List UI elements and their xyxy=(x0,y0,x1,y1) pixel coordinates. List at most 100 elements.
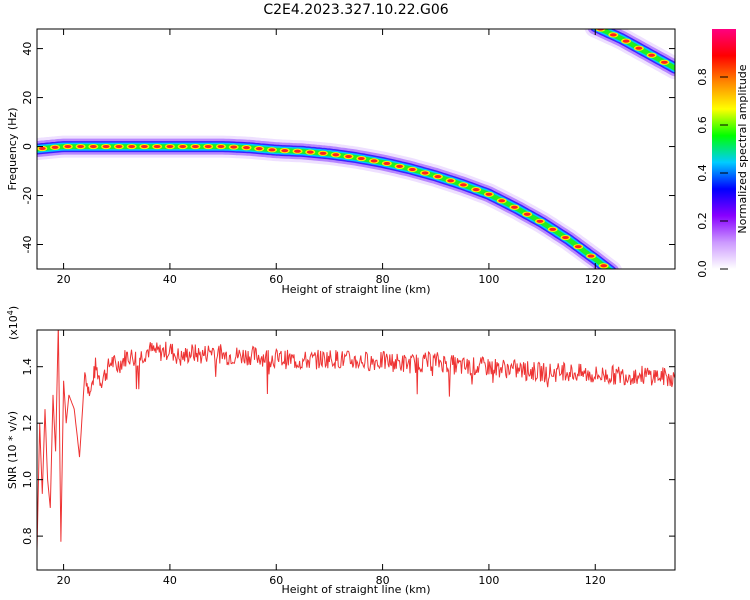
ridge-hotspot xyxy=(485,192,493,196)
ridge-hotspot xyxy=(357,156,365,161)
ridge-hotspot xyxy=(64,144,72,149)
ridge-hotspot xyxy=(166,144,174,149)
x-tick-label: 40 xyxy=(163,574,177,587)
ridge-hotspot xyxy=(622,39,630,43)
ridge-hotspot xyxy=(383,161,391,166)
colorbar-tick-label: 0.2 xyxy=(696,212,709,230)
ridge-hotspot xyxy=(243,146,250,150)
snr-y-ticks: 0.8 1.0 1.2 1.4 xyxy=(21,358,675,545)
ridge-hotspot xyxy=(281,149,289,153)
y-tick-label: 1.0 xyxy=(21,471,34,489)
x-tick-label: 120 xyxy=(585,273,606,286)
snr-multiplier-close: ) xyxy=(7,306,20,310)
colorbar-tick-label: 0.0 xyxy=(696,260,709,278)
ridge-hotspot xyxy=(51,145,59,149)
ridge-hotspot xyxy=(140,144,148,149)
ridge-hotspot xyxy=(459,183,467,187)
ridge-hotspot xyxy=(549,227,557,231)
ridge-hotspot xyxy=(447,179,455,183)
ridge-hotspot xyxy=(609,33,617,37)
snr-frame xyxy=(36,329,676,571)
spectrogram-ridges xyxy=(37,29,675,269)
x-tick-label: 100 xyxy=(478,574,499,587)
x-tick-label: 60 xyxy=(269,273,283,286)
x-tick-label: 20 xyxy=(57,574,71,587)
ridge-hotspot xyxy=(294,149,301,153)
x-tick-label: 100 xyxy=(478,273,499,286)
snr-multiplier-exponent: 4 xyxy=(6,310,15,315)
colorbar-label: Normalized spectral amplitude xyxy=(736,64,749,233)
y-tick-label: 20 xyxy=(21,91,34,105)
spectrogram-y-axis-label: Frequency (Hz) xyxy=(6,108,19,191)
x-tick-label: 40 xyxy=(163,273,177,286)
ridge-hotspot xyxy=(204,144,212,149)
ridge-hotspot xyxy=(523,212,531,216)
ridge-hotspot xyxy=(77,144,84,149)
ridge-hotspot xyxy=(587,254,595,258)
ridge-hotspot xyxy=(179,144,187,149)
ridge-hotspot xyxy=(306,150,314,154)
ridge-hotspot xyxy=(268,148,276,152)
colorbar-tick-label: 0.6 xyxy=(696,116,709,134)
colorbar-tick-label: 0.4 xyxy=(696,164,709,182)
colorbar-ticks: 0.0 0.2 0.4 0.6 0.8 xyxy=(696,68,728,278)
colorbar-gradient xyxy=(712,29,736,269)
y-tick-label: 0.8 xyxy=(21,527,34,545)
snr-x-axis-label: Height of straight line (km) xyxy=(281,583,430,596)
y-tick-label: -40 xyxy=(21,236,34,254)
spectrogram-panel: 20 40 60 80 100 120 -40 -20 0 20 40 Height of str… xyxy=(6,28,676,296)
ridge-hotspot xyxy=(230,145,238,149)
ridge-hotspot xyxy=(574,245,582,249)
ridge-hotspot xyxy=(511,205,518,209)
snr-multiplier-base: (x10 xyxy=(7,315,20,340)
ridge-hotspot xyxy=(370,159,378,163)
snr-series-line xyxy=(37,330,675,551)
spectrogram-frame xyxy=(36,28,676,270)
ridge-hotspot xyxy=(434,175,442,179)
ridge-hotspot xyxy=(128,144,136,149)
figure-title: C2E4.2023.327.10.22.G06 xyxy=(263,2,448,18)
snr-x-ticks: 20 40 60 80 100 120 xyxy=(57,330,606,587)
ridge-hotspot xyxy=(660,60,668,64)
ridge-hotspot xyxy=(102,144,110,149)
ridge-hotspot xyxy=(396,164,403,168)
x-tick-label: 80 xyxy=(376,574,390,587)
ridge-hotspot xyxy=(345,154,352,159)
x-tick-label: 20 xyxy=(57,273,71,286)
y-tick-label: 1.4 xyxy=(21,358,34,376)
ridge-hotspot xyxy=(192,144,199,149)
ridge-hotspot xyxy=(635,46,643,50)
ridge-hotspot xyxy=(153,144,161,149)
ridge-hotspot xyxy=(472,188,480,192)
spectrogram-x-ticks: 20 40 60 80 100 120 xyxy=(57,29,606,286)
spectrogram-y-ticks: -40 -20 0 20 40 xyxy=(21,42,675,254)
spectrogram-x-axis-label: Height of straight line (km) xyxy=(281,283,430,296)
ridge-hotspot xyxy=(89,144,97,149)
x-tick-label: 60 xyxy=(269,574,283,587)
y-tick-label: 0 xyxy=(21,143,34,150)
snr-y-axis-label: SNR (10 * v/v) xyxy=(6,411,19,489)
ridge-hotspot xyxy=(498,199,506,203)
y-tick-label: 1.2 xyxy=(21,414,34,432)
x-tick-label: 120 xyxy=(585,574,606,587)
snr-multiplier: (x104) xyxy=(6,306,20,340)
snr-panel: 20 40 60 80 100 120 0.8 1.0 1.2 1.4 Height of st… xyxy=(6,306,676,596)
colorbar: 0.0 0.2 0.4 0.6 0.8 Normalized spectral ampl… xyxy=(696,29,749,278)
ridge-hotspot xyxy=(319,151,327,155)
ridge-hotspot xyxy=(38,146,46,151)
ridge-hotspot xyxy=(217,144,225,149)
ridge-hotspot xyxy=(421,171,429,175)
ridge-hotspot xyxy=(648,53,656,57)
ridge-hotspot xyxy=(600,264,608,268)
ridge-hotspot xyxy=(408,167,416,172)
ridge-hotspot xyxy=(536,219,544,223)
colorbar-tick-label: 0.8 xyxy=(696,68,709,86)
snr-background xyxy=(37,330,675,570)
ridge-hotspot xyxy=(332,153,340,157)
ridge-hotspot xyxy=(255,147,263,151)
x-tick-label: 80 xyxy=(376,273,390,286)
ridge-hotspot xyxy=(115,144,123,149)
y-tick-label: 40 xyxy=(21,42,34,56)
ridge-hotspot xyxy=(562,235,569,240)
